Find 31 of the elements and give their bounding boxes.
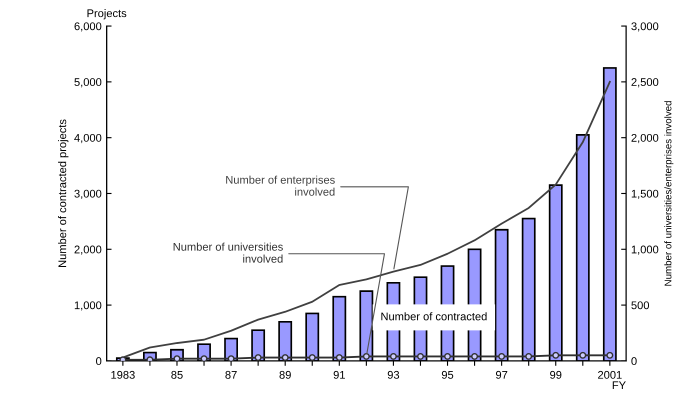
- x-tick-label: 1983: [111, 370, 135, 379]
- y-tick-label: 5,000: [74, 78, 102, 88]
- series-label: Number of contracted: [381, 312, 487, 320]
- text: Projects: [87, 9, 126, 20]
- y2-tick-label: 500: [631, 301, 650, 310]
- x-tick-label: 91: [334, 370, 345, 379]
- x-tick-label: 97: [496, 370, 508, 379]
- x-tick-label: 2001: [598, 370, 622, 379]
- x-tick-label: 99: [550, 370, 562, 379]
- y2-tick-label: 0: [631, 357, 637, 366]
- text: Number of universities involved: [174, 242, 283, 263]
- x-tick-label: 93: [388, 370, 400, 379]
- text: Number of enterprises involved: [226, 176, 335, 196]
- y2-tick-label: 3,000: [631, 22, 658, 32]
- y-tick-label: 1,000: [74, 301, 102, 311]
- y-tick-label: 0: [96, 357, 102, 366]
- x-tick-label: 87: [225, 370, 237, 379]
- x-tick-label: 95: [442, 370, 454, 379]
- y-axis-title: Number of contracted projects: [58, 119, 68, 267]
- y2-tick-label: 2,500: [632, 78, 658, 88]
- y2-tick-label: 1,000: [632, 246, 658, 255]
- y-tick-label: 3,000: [74, 190, 102, 199]
- x-axis-title: FY: [612, 381, 626, 390]
- y-tick-label: 6,000: [74, 22, 102, 32]
- y2-axis-title: Number of universities/enterprises involved: [664, 101, 674, 286]
- y2-tick-label: 2,000: [632, 134, 658, 144]
- y2-tick-label: 1,500: [632, 190, 658, 199]
- x-tick-label: 89: [280, 370, 291, 379]
- y-tick-label: 4,000: [74, 134, 102, 144]
- x-tick-label: 85: [171, 370, 183, 379]
- y-tick-label: 2,000: [74, 246, 102, 255]
